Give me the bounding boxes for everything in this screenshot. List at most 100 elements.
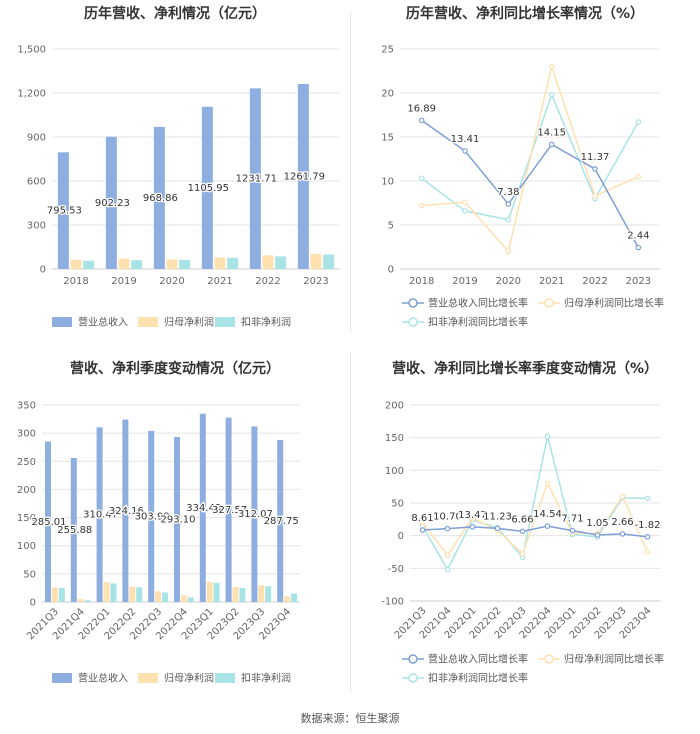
y-tick-label: -50	[388, 564, 404, 575]
bar-deducted-profit	[162, 592, 168, 602]
bar-revenue	[225, 417, 232, 602]
legend-label: 营业总收入同比增长率	[428, 297, 528, 310]
series-line	[421, 119, 639, 248]
bar-revenue	[96, 427, 103, 602]
bar-data-label: 968.86	[143, 193, 178, 204]
legend-swatch	[138, 673, 158, 683]
chart-3: 营收、净利季度变动情况（亿元）0501001502002503003502021…	[17, 360, 300, 685]
bar-net-profit	[118, 258, 130, 269]
line-data-label: 14.54	[533, 509, 562, 520]
x-tick-label: 2020	[496, 276, 521, 287]
y-tick-label: 20	[381, 89, 394, 100]
vertical-divider-top	[350, 12, 351, 332]
y-tick-label: -100	[381, 597, 404, 608]
series-point	[594, 532, 601, 538]
bar-revenue	[201, 106, 213, 269]
vertical-divider-bottom	[350, 352, 351, 692]
series-point	[635, 173, 642, 180]
legend-marker	[408, 654, 418, 664]
line-data-label: 10.70	[433, 512, 462, 523]
bar-data-label: 310.47	[83, 510, 118, 521]
bar-net-profit	[214, 257, 226, 269]
y-tick-label: 900	[27, 133, 46, 144]
legend-label: 营业总收入	[78, 672, 128, 685]
series-point	[544, 523, 551, 529]
series-point	[519, 528, 526, 535]
bar-revenue	[57, 152, 69, 269]
y-tick-label: 150	[385, 433, 404, 444]
legend-label: 归母净利润同比增长率	[564, 297, 664, 310]
series-line	[421, 63, 639, 253]
bar-net-profit	[232, 586, 239, 602]
x-tick-label: 2021	[207, 276, 232, 287]
chart-2: 历年营收、净利同比增长率情况（%） 0 5 10 15 20 25 2018 2019 2020 2…	[381, 5, 664, 329]
legend-label: 营业总收入同比增长率	[428, 653, 528, 666]
bar-data-label: 1105.95	[188, 183, 229, 194]
legend-swatch	[215, 317, 235, 327]
bar-revenue	[277, 440, 284, 602]
bar-revenue	[122, 419, 129, 602]
bar-data-label: 303.99	[135, 511, 170, 522]
bar-revenue	[174, 437, 180, 602]
legend-label: 归母净利润同比增长率	[564, 653, 664, 666]
legend-label: 扣非净利润	[241, 316, 291, 329]
legend-marker	[544, 654, 554, 664]
bar-net-profit	[155, 591, 162, 602]
bar-net-profit	[77, 599, 84, 602]
bar-deducted-profit	[131, 260, 143, 269]
series-point	[592, 166, 598, 172]
series-point	[505, 248, 512, 255]
legend-label: 扣非净利润	[241, 672, 291, 685]
bar-deducted-profit	[275, 256, 287, 269]
bar-deducted-profit	[84, 600, 91, 602]
line-data-label: 14.15	[537, 127, 566, 138]
bar-net-profit	[310, 253, 322, 269]
series-point	[548, 63, 555, 70]
bar-data-label: 327.57	[212, 505, 247, 516]
series-point	[469, 515, 476, 521]
bar-data-label: 324.16	[109, 506, 144, 517]
series-point	[469, 524, 476, 530]
bar-net-profit	[103, 582, 110, 602]
bar-revenue	[199, 413, 206, 602]
series-point	[419, 527, 426, 533]
bar-data-label: 334.43	[186, 503, 221, 514]
line-data-label: 6.66	[511, 514, 533, 525]
y-tick-label: 0	[388, 265, 394, 276]
bar-deducted-profit	[136, 587, 143, 602]
series-point	[644, 549, 651, 555]
line-data-label: 1.05	[586, 518, 608, 529]
series-point	[418, 202, 425, 209]
series-point	[635, 244, 642, 251]
bar-deducted-profit	[179, 259, 191, 269]
x-tick-label: 2019	[111, 276, 136, 287]
series-point	[462, 199, 468, 205]
x-tick-label: 2023	[303, 276, 328, 287]
series-point	[635, 119, 642, 125]
series-line	[422, 525, 648, 538]
series-point	[462, 208, 468, 214]
y-tick-label: 0	[398, 531, 404, 542]
legend-swatch	[52, 317, 72, 327]
bar-deducted-profit	[83, 260, 95, 269]
bar-deducted-profit	[110, 583, 117, 602]
line-data-label: 2.66	[611, 517, 633, 528]
x-tick-label: 2020	[159, 276, 184, 287]
legend-label: 扣非净利润同比增长率	[428, 316, 528, 329]
bar-revenue	[297, 83, 309, 269]
chart-title: 营收、净利同比增长率季度变动情况（%）	[392, 360, 658, 377]
chart-1: 历年营收、净利情况（亿元） 0 300 600 900 1,200 1,500 2018 201…	[17, 5, 340, 329]
bar-net-profit	[70, 259, 82, 269]
x-tick-label: 2023	[626, 276, 651, 287]
bar-deducted-profit	[323, 254, 335, 269]
y-tick-label: 300	[27, 221, 46, 232]
y-tick-label: 100	[17, 541, 36, 552]
line-data-label: 13.47	[458, 510, 487, 521]
y-tick-label: 0	[40, 265, 46, 276]
series-point	[519, 551, 526, 557]
series-point	[419, 519, 426, 526]
bar-revenue	[45, 441, 51, 602]
series-point	[548, 91, 555, 98]
bar-data-label: 255.88	[57, 525, 92, 536]
y-tick-label: 25	[381, 45, 394, 56]
